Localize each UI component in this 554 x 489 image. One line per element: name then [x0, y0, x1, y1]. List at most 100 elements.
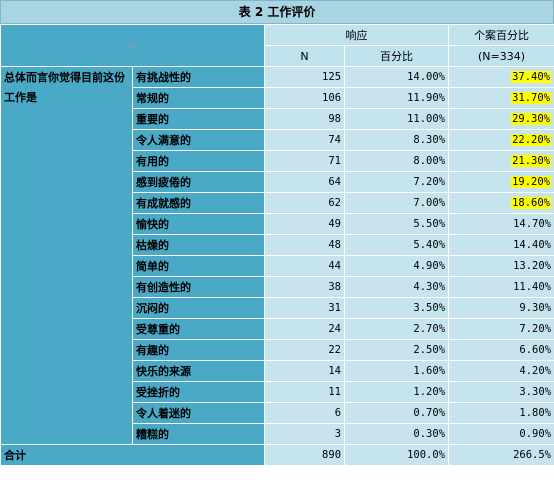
row-percent: 3.50% — [344, 297, 450, 319]
row-percent: 1.20% — [344, 381, 450, 403]
table-row: 糟糕的 3 0.30% 0.90% — [1, 423, 554, 445]
table-row: 枯燥的 48 5.40% 14.40% — [1, 234, 554, 256]
total-row: 合计 890 100.0% 266.5% — [0, 444, 554, 466]
row-label: 令人满意的 — [131, 129, 266, 151]
row-n: 74 — [264, 129, 346, 151]
row-label: 有趣的 — [131, 339, 266, 361]
row-case-percent: 21.30% — [448, 150, 554, 172]
row-label: 有成就感的 — [131, 192, 266, 214]
row-percent: 8.00% — [344, 150, 450, 172]
side-label: 总体而言你觉得目前这份工作是 — [0, 66, 133, 445]
case-percent-value: 18.60% — [511, 197, 552, 209]
row-percent: 5.50% — [344, 213, 450, 235]
row-label: 沉闷的 — [131, 297, 266, 319]
row-n: 11 — [264, 381, 346, 403]
row-label: 糟糕的 — [131, 423, 266, 445]
case-percent-value: 7.20% — [519, 323, 552, 335]
case-percent-value: 37.40% — [511, 71, 552, 83]
total-percent: 100.0% — [344, 444, 450, 466]
row-case-percent: 1.80% — [448, 402, 554, 424]
case-percent-value: 31.70% — [511, 92, 552, 104]
row-case-percent: 18.60% — [448, 192, 554, 214]
case-percent-value: 4.20% — [519, 365, 552, 377]
table-row: 有成就感的 62 7.00% 18.60% — [1, 192, 554, 214]
row-case-percent: 31.70% — [448, 87, 554, 109]
header-n: N — [264, 45, 346, 67]
row-n: 49 — [264, 213, 346, 235]
row-percent: 0.30% — [344, 423, 450, 445]
row-case-percent: 14.70% — [448, 213, 554, 235]
row-case-percent: 19.20% — [448, 171, 554, 193]
row-case-percent: 13.20% — [448, 255, 554, 277]
case-percent-value: 11.40% — [513, 281, 552, 293]
row-label: 令人着迷的 — [131, 402, 266, 424]
total-n: 890 — [264, 444, 346, 466]
row-n: 44 — [264, 255, 346, 277]
header-percent: 百分比 — [344, 45, 450, 67]
row-case-percent: 3.30% — [448, 381, 554, 403]
table-row: 受尊重的 24 2.70% 7.20% — [1, 318, 554, 340]
row-percent: 2.70% — [344, 318, 450, 340]
case-percent-value: 22.20% — [511, 134, 552, 146]
total-case-percent: 266.5% — [448, 444, 554, 466]
row-case-percent: 7.20% — [448, 318, 554, 340]
row-label: 愉快的 — [131, 213, 266, 235]
row-case-percent: 22.20% — [448, 129, 554, 151]
header-blank-cell: ↵ — [0, 24, 266, 67]
row-percent: 7.20% — [344, 171, 450, 193]
case-percent-value: 14.70% — [513, 218, 552, 230]
row-label: 有用的 — [131, 150, 266, 172]
row-n: 64 — [264, 171, 346, 193]
table-row: 总体而言你觉得目前这份工作是 有挑战性的 125 14.00% 37.40% — [0, 66, 554, 445]
case-percent-value: 1.80% — [519, 407, 552, 419]
header-case-percent: 个案百分比 — [448, 24, 554, 46]
row-percent: 0.70% — [344, 402, 450, 424]
row-percent: 7.00% — [344, 192, 450, 214]
table-row: 重要的 98 11.00% 29.30% — [1, 108, 554, 130]
row-percent: 11.00% — [344, 108, 450, 130]
row-label: 枯燥的 — [131, 234, 266, 256]
row-n: 98 — [264, 108, 346, 130]
table-row: 常规的 106 11.90% 31.70% — [1, 87, 554, 109]
table-row: 快乐的来源 14 1.60% 4.20% — [1, 360, 554, 382]
row-percent: 11.90% — [344, 87, 450, 109]
row-percent: 4.90% — [344, 255, 450, 277]
row-case-percent: 29.30% — [448, 108, 554, 130]
row-label: 受尊重的 — [131, 318, 266, 340]
table-row: 令人满意的 74 8.30% 22.20% — [1, 129, 554, 151]
row-percent: 2.50% — [344, 339, 450, 361]
row-case-percent: 0.90% — [448, 423, 554, 445]
row-label: 感到疲倦的 — [131, 171, 266, 193]
row-case-percent: 37.40% — [448, 66, 554, 88]
row-case-percent: 11.40% — [448, 276, 554, 298]
case-percent-value: 29.30% — [511, 113, 552, 125]
row-label: 受挫折的 — [131, 381, 266, 403]
table-row: 沉闷的 31 3.50% 9.30% — [1, 297, 554, 319]
table-title: 表 2 工作评价 — [0, 0, 554, 24]
row-n: 31 — [264, 297, 346, 319]
row-n: 48 — [264, 234, 346, 256]
row-label: 常规的 — [131, 87, 266, 109]
row-label: 有挑战性的 — [131, 66, 266, 88]
row-n: 125 — [264, 66, 346, 88]
table-row: 令人着迷的 6 0.70% 1.80% — [1, 402, 554, 424]
case-percent-value: 19.20% — [511, 176, 552, 188]
row-percent: 5.40% — [344, 234, 450, 256]
row-percent: 8.30% — [344, 129, 450, 151]
row-label: 快乐的来源 — [131, 360, 266, 382]
case-percent-value: 3.30% — [519, 386, 552, 398]
case-percent-value: 9.30% — [519, 302, 552, 314]
row-n: 71 — [264, 150, 346, 172]
row-case-percent: 4.20% — [448, 360, 554, 382]
row-n: 62 — [264, 192, 346, 214]
row-n: 22 — [264, 339, 346, 361]
row-label: 有创造性的 — [131, 276, 266, 298]
row-n: 24 — [264, 318, 346, 340]
row-case-percent: 6.60% — [448, 339, 554, 361]
row-n: 106 — [264, 87, 346, 109]
row-n: 14 — [264, 360, 346, 382]
total-label: 合计 — [0, 444, 266, 466]
row-n: 3 — [264, 423, 346, 445]
table-row: 受挫折的 11 1.20% 3.30% — [1, 381, 554, 403]
header-case-n: (N=334) — [448, 45, 554, 67]
